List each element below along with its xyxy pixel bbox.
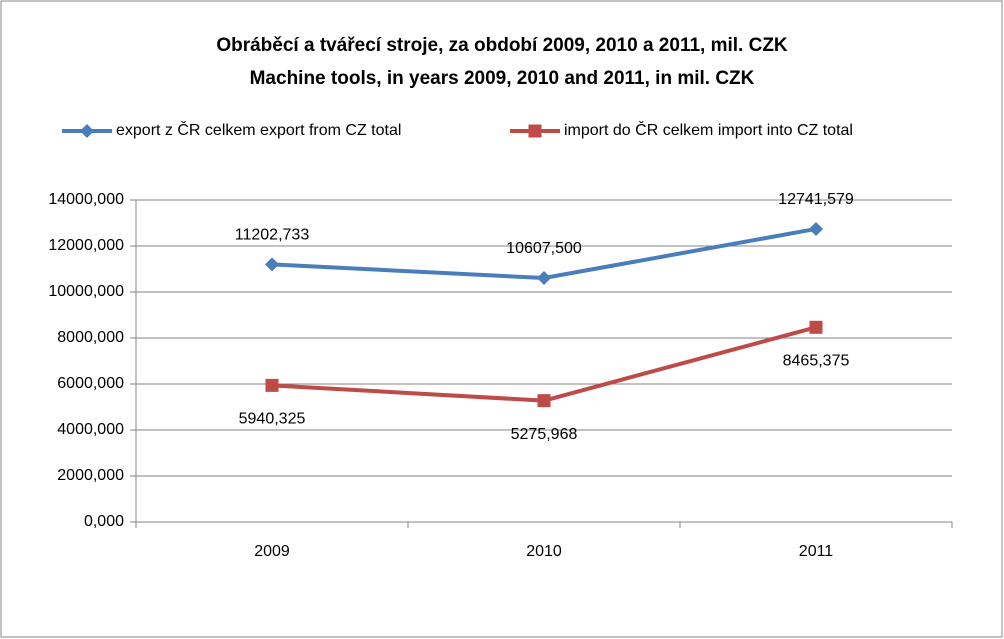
marker <box>537 394 551 408</box>
marker <box>265 257 279 272</box>
y-tick-label: 6000,000 <box>57 375 124 392</box>
marker <box>537 271 551 286</box>
y-tick-label: 14000,000 <box>48 191 124 208</box>
x-tick-label: 2009 <box>254 543 290 560</box>
data-label: 10607,500 <box>506 240 582 257</box>
marker <box>528 124 542 138</box>
legend-label: import do ČR celkem import into CZ total <box>564 120 853 139</box>
data-label: 5940,325 <box>239 411 306 428</box>
legend-label: export z ČR celkem export from CZ total <box>116 120 401 139</box>
marker <box>809 320 823 334</box>
data-label: 12741,579 <box>778 191 854 208</box>
x-tick-label: 2011 <box>799 543 834 560</box>
y-tick-label: 12000,000 <box>48 237 124 254</box>
chart-subtitle: Machine tools, in years 2009, 2010 and 2… <box>250 68 755 89</box>
chart-title: Obráběcí a tvářecí stroje, za období 200… <box>216 35 788 56</box>
y-tick-label: 2000,000 <box>57 467 124 484</box>
data-label: 5275,968 <box>511 426 578 443</box>
marker <box>265 378 279 392</box>
marker <box>80 124 94 138</box>
y-tick-label: 8000,000 <box>57 329 124 346</box>
y-tick-label: 0,000 <box>84 513 124 530</box>
y-tick-label: 10000,000 <box>48 283 124 300</box>
marker <box>809 221 823 236</box>
data-label: 11202,733 <box>235 227 310 244</box>
data-label: 8465,375 <box>783 353 850 370</box>
x-tick-label: 2010 <box>526 543 562 560</box>
y-tick-label: 4000,000 <box>57 421 124 438</box>
